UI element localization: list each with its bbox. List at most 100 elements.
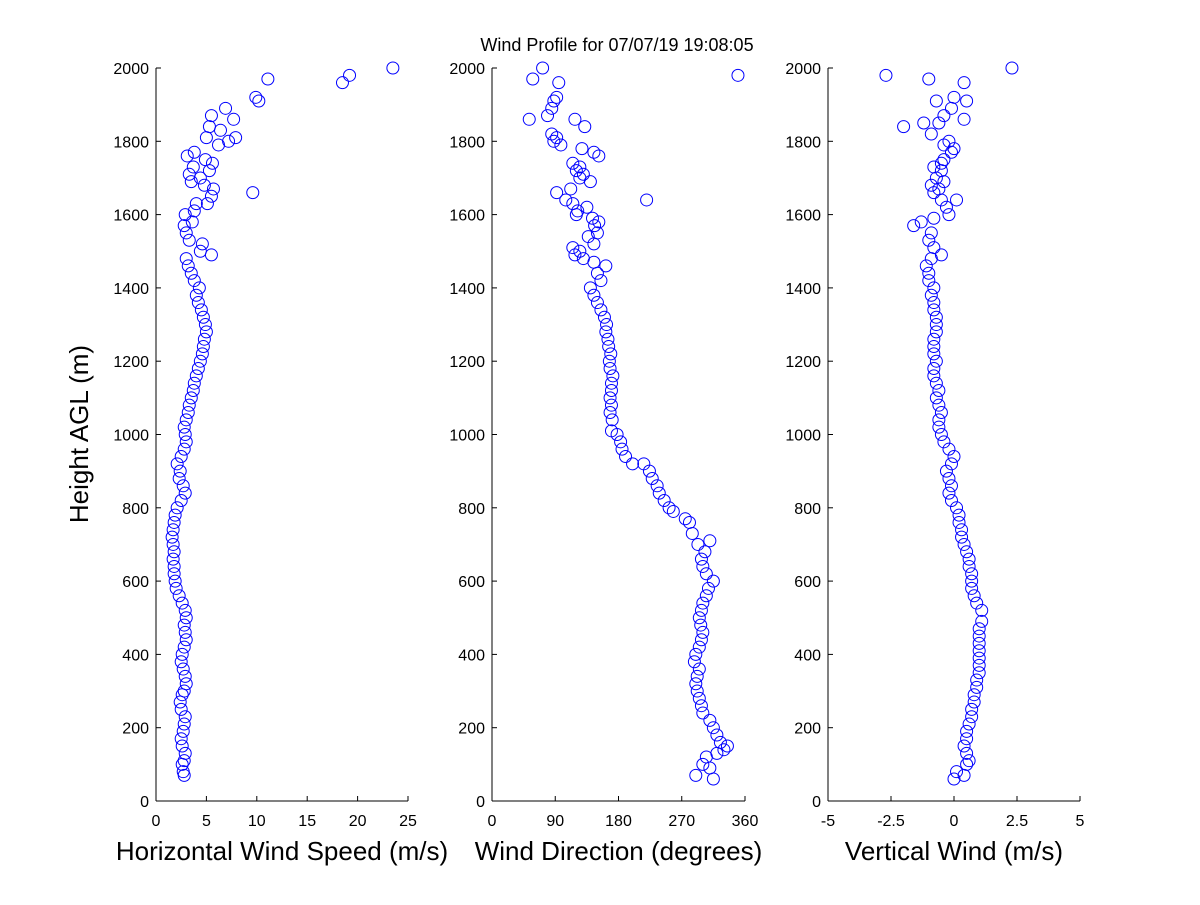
data-point [169, 581, 183, 595]
data-point [186, 384, 200, 398]
data-point [179, 413, 193, 427]
data-point [947, 90, 961, 104]
y-tick-label: 800 [122, 501, 149, 518]
data-point [922, 274, 936, 288]
y-tick-label: 1400 [785, 281, 821, 298]
data-point [168, 574, 182, 588]
data-point [566, 197, 580, 211]
data-point [950, 501, 964, 515]
data-point [178, 710, 192, 724]
data-point [960, 94, 974, 108]
data-point [170, 457, 184, 471]
data-point [174, 702, 188, 716]
data-point [929, 325, 943, 339]
data-point [581, 230, 595, 244]
data-point [924, 226, 938, 240]
data-point [927, 211, 941, 225]
data-point [222, 134, 236, 148]
y-tick-label: 200 [458, 721, 485, 738]
data-point [919, 259, 933, 273]
data-point [594, 274, 608, 288]
data-point [645, 471, 659, 485]
data-point [970, 680, 984, 694]
data-point [601, 332, 615, 346]
data-point [678, 512, 692, 526]
data-point [196, 340, 210, 354]
data-point [176, 662, 190, 676]
y-tick-label: 1400 [449, 281, 485, 298]
data-point [187, 204, 201, 218]
data-point [692, 691, 706, 705]
data-point [547, 94, 561, 108]
y-tick-label: 2000 [449, 61, 485, 78]
y-tick-label: 1200 [449, 354, 485, 371]
data-point [687, 655, 701, 669]
data-point [219, 101, 233, 115]
data-point [594, 303, 608, 317]
data-point [576, 252, 590, 266]
y-tick-label: 1200 [785, 354, 821, 371]
data-point [177, 640, 191, 654]
x-tick-label: 360 [732, 813, 759, 830]
data-point [694, 552, 708, 566]
data-point [604, 398, 618, 412]
x-tick-label: 0 [488, 813, 497, 830]
data-point [689, 677, 703, 691]
data-point [193, 354, 207, 368]
data-point [592, 149, 606, 163]
data-point [972, 644, 986, 658]
y-tick-label: 1800 [113, 134, 149, 151]
data-point [944, 479, 958, 493]
data-point [690, 669, 704, 683]
data-point [965, 702, 979, 716]
data-point [246, 186, 260, 200]
y-tick-label: 2000 [113, 61, 149, 78]
data-point [167, 567, 181, 581]
data-point [604, 376, 618, 390]
data-point [689, 768, 703, 782]
y-tick-label: 1200 [113, 354, 149, 371]
y-tick-label: 1000 [785, 428, 821, 445]
data-point [197, 332, 211, 346]
data-point [720, 739, 734, 753]
y-tick-label: 2000 [785, 61, 821, 78]
data-point [960, 545, 974, 559]
data-point [545, 127, 559, 141]
data-point [176, 724, 190, 738]
data-point [922, 266, 936, 280]
data-point [198, 153, 212, 167]
y-tick-label: 400 [794, 647, 821, 664]
data-point [937, 109, 951, 123]
data-point [176, 479, 190, 493]
data-point [932, 420, 946, 434]
data-point [599, 259, 613, 273]
data-point [942, 208, 956, 222]
data-point [942, 486, 956, 500]
y-tick-label: 0 [140, 794, 149, 811]
data-point [185, 215, 199, 229]
data-point [187, 145, 201, 159]
data-point [965, 574, 979, 588]
data-point [181, 259, 195, 273]
data-point [170, 501, 184, 515]
x-tick-label: 0 [950, 813, 959, 830]
data-point [703, 713, 717, 727]
data-point [604, 424, 618, 438]
data-point [261, 72, 275, 86]
data-point [972, 666, 986, 680]
data-point [573, 171, 587, 185]
data-point [177, 754, 191, 768]
data-point [181, 406, 195, 420]
data-point [934, 406, 948, 420]
x-tick-label: -5 [821, 813, 835, 830]
data-point [692, 611, 706, 625]
data-point [692, 640, 706, 654]
x-tick-label: 270 [668, 813, 695, 830]
data-point [907, 219, 921, 233]
x-tick-label: 180 [605, 813, 632, 830]
data-point [172, 471, 186, 485]
data-point [522, 112, 536, 126]
data-point [922, 233, 936, 247]
data-point [603, 362, 617, 376]
data-point [947, 142, 961, 156]
